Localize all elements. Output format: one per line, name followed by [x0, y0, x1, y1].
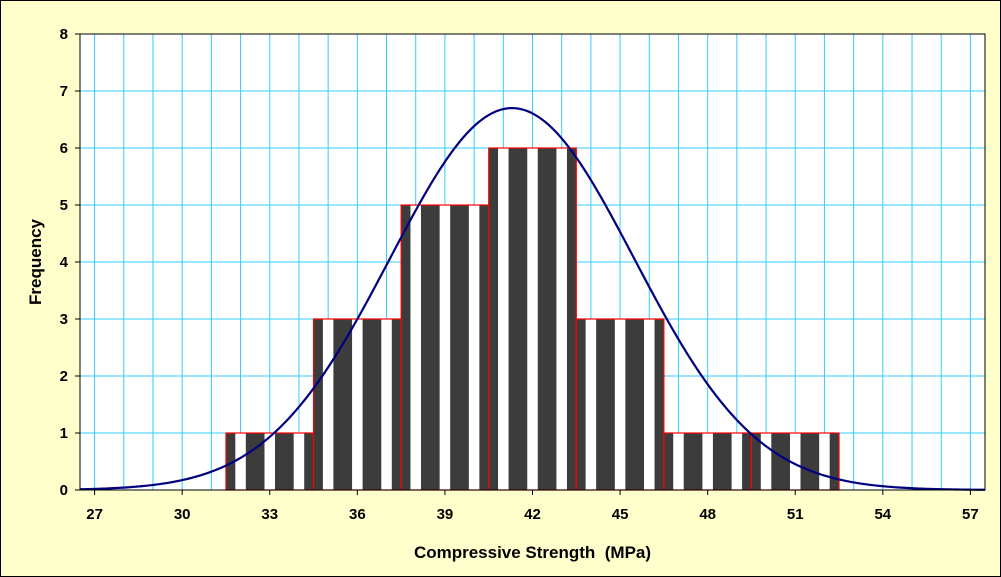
bar-stripe	[410, 205, 421, 490]
x-tick-label: 39	[437, 506, 454, 523]
bar-stripe	[731, 433, 743, 490]
x-axis-title: Compressive Strength (MPa)	[414, 543, 651, 562]
histogram-bars	[225, 147, 840, 491]
y-tick-label: 3	[60, 311, 68, 328]
x-tick-label: 36	[349, 506, 366, 523]
bar-stripe	[614, 319, 626, 490]
x-tick-label: 45	[612, 506, 629, 523]
bar-stripe	[352, 319, 363, 490]
x-tick-label: 48	[699, 506, 716, 523]
y-axis-title: Frequency	[26, 218, 45, 305]
y-tick-label: 1	[60, 425, 68, 442]
bar-stripe	[322, 319, 334, 490]
bar-stripe	[235, 433, 246, 490]
x-tick-label: 33	[261, 506, 278, 523]
histogram-bar	[750, 432, 840, 491]
x-tick-label: 51	[787, 506, 804, 523]
bar-stripe	[381, 319, 392, 490]
bar-stripe	[819, 433, 830, 490]
x-tick-label: 42	[524, 506, 541, 523]
x-tick-label: 57	[962, 506, 979, 523]
bar-stripe	[527, 148, 538, 490]
bar-stripe	[264, 433, 276, 490]
histogram-bar	[575, 318, 665, 491]
bar-stripe	[585, 319, 597, 490]
x-tick-label: 27	[86, 506, 103, 523]
y-tick-label: 2	[60, 368, 68, 385]
y-tick-labels: 0 1 2 3 4 5 6 7 8	[60, 26, 80, 499]
bar-stripe	[702, 433, 713, 490]
y-tick-label: 6	[60, 140, 68, 157]
x-tick-labels: 27 30 33 36 39 42 45 48 51 54 57	[86, 490, 979, 523]
bar-stripe	[293, 433, 305, 490]
y-tick-label: 4	[60, 254, 69, 271]
histogram-bar	[312, 318, 402, 491]
bar-stripe	[468, 205, 480, 490]
y-tick-label: 5	[60, 197, 68, 214]
histogram-bar	[663, 432, 753, 491]
histogram-bar	[400, 204, 490, 491]
bar-stripe	[556, 148, 567, 490]
normal-distribution-curve	[79, 106, 986, 491]
bar-stripe	[498, 148, 509, 490]
bar-stripe	[644, 319, 655, 490]
y-tick-label: 7	[60, 83, 68, 100]
bar-stripe	[673, 433, 684, 490]
y-tick-label: 0	[60, 482, 68, 499]
bar-stripe	[760, 433, 772, 490]
bar-stripe	[789, 433, 801, 490]
histogram-bar	[225, 432, 315, 491]
x-tick-label: 30	[174, 506, 191, 523]
y-tick-label: 8	[60, 26, 68, 43]
histogram-bar	[488, 147, 577, 491]
bar-stripe	[439, 205, 451, 490]
x-tick-label: 54	[874, 506, 891, 523]
